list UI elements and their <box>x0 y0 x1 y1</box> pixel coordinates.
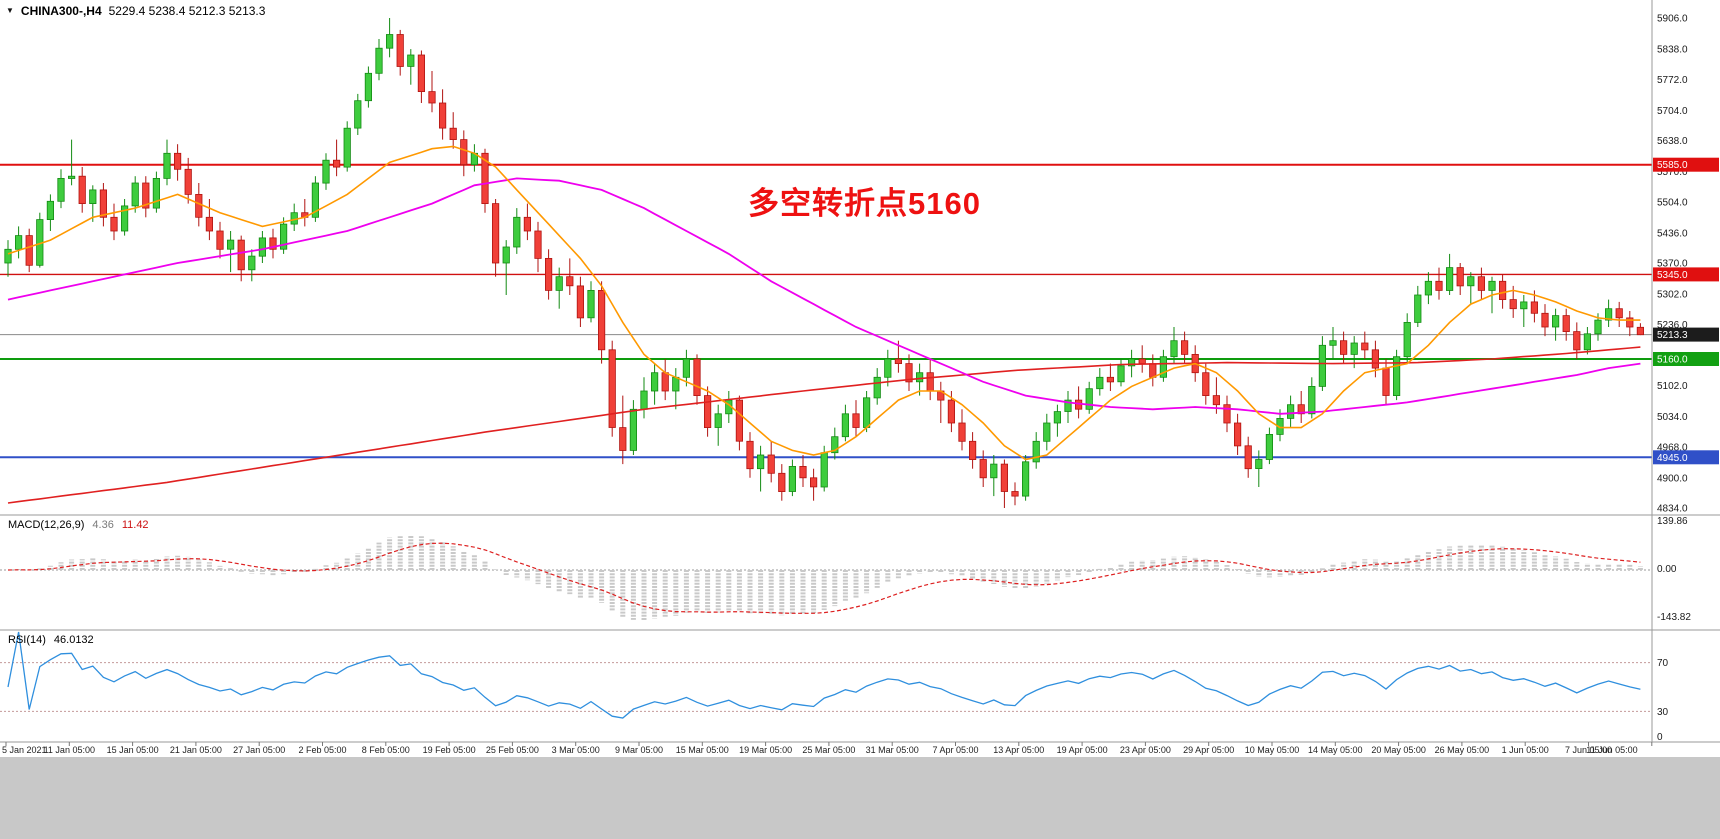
svg-text:15 Jan 05:00: 15 Jan 05:00 <box>107 745 159 755</box>
rsi-value: 46.0132 <box>53 634 94 646</box>
svg-text:5585.0: 5585.0 <box>1657 160 1688 171</box>
svg-text:29 Apr 05:00: 29 Apr 05:00 <box>1183 745 1234 755</box>
svg-text:5906.0: 5906.0 <box>1657 14 1688 25</box>
svg-text:23 Apr 05:00: 23 Apr 05:00 <box>1120 745 1171 755</box>
svg-text:5772.0: 5772.0 <box>1657 75 1688 86</box>
annotation-text: 多空转折点5160 <box>748 186 981 221</box>
svg-text:19 Mar 05:00: 19 Mar 05:00 <box>739 745 792 755</box>
svg-text:5436.0: 5436.0 <box>1657 228 1688 239</box>
svg-text:70: 70 <box>1657 658 1669 669</box>
svg-text:5504.0: 5504.0 <box>1657 197 1688 208</box>
svg-text:19 Feb 05:00: 19 Feb 05:00 <box>423 745 476 755</box>
svg-text:7 Jun 05:00: 7 Jun 05:00 <box>1565 745 1612 755</box>
svg-text:25 Mar 05:00: 25 Mar 05:00 <box>802 745 855 755</box>
svg-text:7 Apr 05:00: 7 Apr 05:00 <box>932 745 978 755</box>
rsi-indicator-label: RSI(14) 46.0132 <box>8 634 94 646</box>
svg-text:8 Feb 05:00: 8 Feb 05:00 <box>362 745 410 755</box>
svg-text:4945.0: 4945.0 <box>1657 453 1688 464</box>
chart-symbol-title: CHINA300-,H4 <box>20 4 102 18</box>
svg-text:13 Apr 05:00: 13 Apr 05:00 <box>993 745 1044 755</box>
svg-text:0: 0 <box>1657 732 1663 743</box>
svg-text:-143.82: -143.82 <box>1657 612 1691 623</box>
svg-text:20 May 05:00: 20 May 05:00 <box>1371 745 1426 755</box>
ma-lines-layer <box>7 145 1641 504</box>
svg-text:4968.0: 4968.0 <box>1657 442 1688 453</box>
macd-value-main: 4.36 <box>92 519 114 531</box>
svg-text:0.00: 0.00 <box>1657 564 1677 575</box>
svg-text:30: 30 <box>1657 707 1669 718</box>
svg-text:5345.0: 5345.0 <box>1657 270 1688 281</box>
svg-text:15 Mar 05:00: 15 Mar 05:00 <box>676 745 729 755</box>
chart-header: ▼ CHINA300-,H4 5229.4 5238.4 5212.3 5213… <box>6 4 265 18</box>
svg-text:5370.0: 5370.0 <box>1657 259 1688 270</box>
svg-text:139.86: 139.86 <box>1657 516 1688 527</box>
svg-text:4900.0: 4900.0 <box>1657 473 1688 484</box>
macd-name: MACD(12,26,9) <box>8 519 85 531</box>
svg-text:1 Jun 05:00: 1 Jun 05:00 <box>1502 745 1549 755</box>
svg-text:5838.0: 5838.0 <box>1657 45 1688 56</box>
svg-text:5213.3: 5213.3 <box>1657 330 1688 341</box>
svg-text:19 Apr 05:00: 19 Apr 05:00 <box>1057 745 1108 755</box>
svg-text:3 Mar 05:00: 3 Mar 05:00 <box>552 745 600 755</box>
svg-text:9 Mar 05:00: 9 Mar 05:00 <box>615 745 663 755</box>
svg-text:11 Jan 05:00: 11 Jan 05:00 <box>44 745 95 755</box>
svg-text:5160.0: 5160.0 <box>1657 355 1688 366</box>
macd-value-signal: 11.42 <box>121 519 149 531</box>
svg-text:5034.0: 5034.0 <box>1657 412 1688 423</box>
panel-separators <box>0 0 1720 743</box>
macd-indicator-label: MACD(12,26,9) 4.36 11.42 <box>8 519 149 531</box>
chart-dropdown-icon[interactable]: ▼ <box>6 6 14 15</box>
svg-text:5570.0: 5570.0 <box>1657 167 1688 178</box>
svg-text:25 Feb 05:00: 25 Feb 05:00 <box>486 745 539 755</box>
svg-text:5 Jan 2021: 5 Jan 2021 <box>2 745 47 755</box>
price-scale[interactable]: 5906.0 5838.0 5772.0 5704.0 5638.0 5570.0 5504… <box>1653 14 1719 515</box>
svg-text:5302.0: 5302.0 <box>1657 290 1688 301</box>
svg-text:5236.0: 5236.0 <box>1657 320 1688 331</box>
chart-ohlc-values: 5229.4 5238.4 5212.3 5213.3 <box>108 4 266 18</box>
svg-text:11 Jun 05:00: 11 Jun 05:00 <box>1586 745 1637 755</box>
macd-panel[interactable]: 139.86 0.00 -143.82 <box>0 516 1691 623</box>
chart-canvas[interactable]: 5906.0 5838.0 5772.0 5704.0 5638.0 5570.0 5504… <box>0 0 1720 757</box>
svg-text:26 May 05:00: 26 May 05:00 <box>1435 745 1490 755</box>
svg-text:31 Mar 05:00: 31 Mar 05:00 <box>866 745 919 755</box>
rsi-panel[interactable]: 70 30 0 <box>0 631 1669 743</box>
bottom-strip <box>0 757 1720 839</box>
svg-text:5102.0: 5102.0 <box>1657 381 1688 392</box>
svg-text:10 May 05:00: 10 May 05:00 <box>1245 745 1300 755</box>
svg-text:2 Feb 05:00: 2 Feb 05:00 <box>298 745 346 755</box>
svg-text:21 Jan 05:00: 21 Jan 05:00 <box>170 745 222 755</box>
candles-layer <box>4 18 1644 508</box>
svg-text:4834.0: 4834.0 <box>1657 504 1688 515</box>
svg-text:14 May 05:00: 14 May 05:00 <box>1308 745 1363 755</box>
svg-text:5638.0: 5638.0 <box>1657 136 1688 147</box>
rsi-name: RSI(14) <box>8 634 46 646</box>
svg-text:27 Jan 05:00: 27 Jan 05:00 <box>233 745 285 755</box>
svg-text:5704.0: 5704.0 <box>1657 106 1688 117</box>
